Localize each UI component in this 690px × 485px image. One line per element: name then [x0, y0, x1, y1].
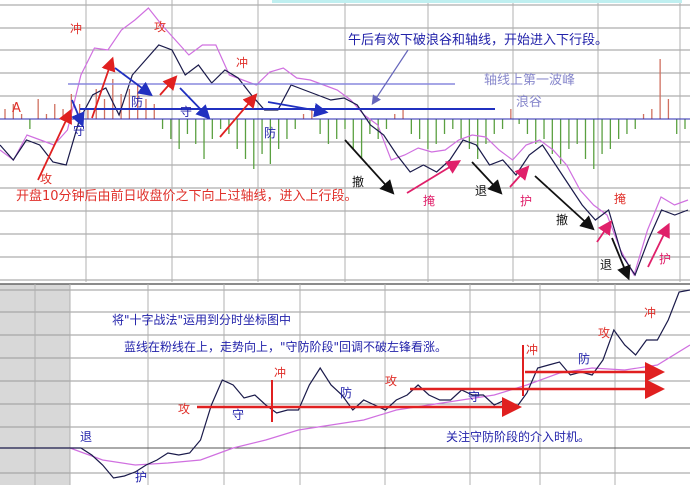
- mark: 防: [340, 386, 353, 400]
- mark: 防: [131, 95, 144, 109]
- mark: 冲: [236, 56, 249, 70]
- mark: 护: [135, 470, 148, 484]
- cover-arrow: [596, 220, 613, 243]
- mark: 撤: [556, 213, 569, 227]
- mark: 掩: [614, 192, 627, 206]
- mark: 守: [180, 105, 193, 119]
- mark: 退: [600, 258, 613, 272]
- mark: 守: [468, 390, 481, 404]
- note-afternoon: 午后有效下破浪谷和轴线，开始进入下行段。: [348, 33, 609, 48]
- mark: 攻: [178, 402, 191, 416]
- note-valley: 浪谷: [516, 95, 543, 110]
- retreat-arrow: [611, 237, 631, 281]
- note-open: 开盘10分钟后由前日收盘价之下向上过轴线，进入上行段。: [16, 189, 358, 204]
- attack-arrow: [91, 56, 116, 119]
- retreat-arrow: [344, 139, 395, 195]
- cover-arrow: [647, 222, 670, 268]
- mark: 攻: [598, 326, 611, 340]
- note-desc: 蓝线在粉线在上，走势向上，"守防阶段"回调不破左锋看涨。: [124, 340, 448, 354]
- cover-arrow: [406, 160, 462, 194]
- mark: 攻: [385, 374, 398, 388]
- defend-arrow: [267, 101, 329, 118]
- attack-arrow: [37, 108, 72, 181]
- retreat-arrow: [471, 161, 503, 195]
- defend-arrow: [71, 99, 85, 128]
- attack-arrow: [159, 75, 178, 96]
- mark: 冲: [274, 366, 287, 380]
- mark: 掩: [423, 194, 436, 208]
- note-first-peak: 轴线上第一波峰: [484, 73, 576, 88]
- mark: 防: [578, 352, 591, 366]
- mark: 退: [475, 184, 488, 198]
- note-pointer-arrow: [371, 49, 409, 106]
- mark: 防: [264, 126, 277, 140]
- defend-arrow: [179, 87, 211, 120]
- mark: 冲: [526, 343, 539, 357]
- retreat-arrow: [534, 175, 595, 231]
- mark: 攻: [40, 172, 53, 186]
- mark: 守: [73, 124, 86, 138]
- mark: 护: [520, 194, 533, 208]
- note-title: 将"十字战法"运用到分时坐标图中: [112, 313, 292, 327]
- price-line: [0, 44, 689, 277]
- mark: 退: [80, 430, 93, 444]
- bottom-panel: [0, 284, 690, 485]
- avg-price-line-bottom: [69, 344, 690, 466]
- mark: 撤: [352, 175, 365, 189]
- label-a: A: [12, 101, 21, 116]
- mark: 冲: [70, 22, 83, 36]
- mark: 护: [659, 252, 672, 266]
- mark: 攻: [154, 20, 167, 34]
- mark: 冲: [644, 306, 657, 320]
- mark: 守: [232, 408, 245, 422]
- attack-arrow: [219, 93, 258, 138]
- note-focus: 关注守防阶段的介入时机。: [446, 430, 591, 444]
- avg-price-line: [0, 7, 689, 277]
- defend-arrow: [114, 67, 153, 97]
- cover-arrow: [509, 165, 530, 188]
- panel-top-border: [272, 0, 682, 3]
